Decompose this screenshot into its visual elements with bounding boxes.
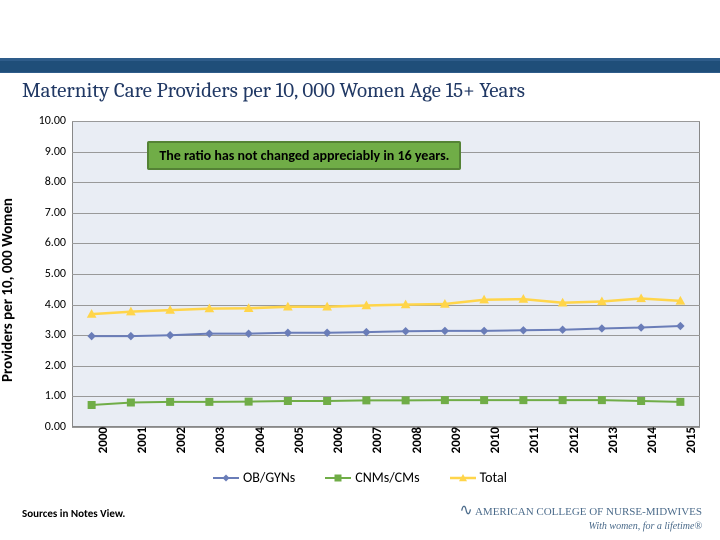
series-marker: [245, 330, 252, 337]
legend-swatch: [325, 471, 351, 485]
title-area: Maternity Care Providers per 10, 000 Wom…: [0, 73, 720, 107]
x-tick: 2005: [288, 427, 307, 453]
x-tick: 2003: [209, 427, 228, 453]
series-marker: [520, 397, 527, 404]
series-line: [92, 298, 681, 314]
page-title: Maternity Care Providers per 10, 000 Wom…: [22, 79, 698, 103]
series-marker: [677, 323, 684, 330]
series-marker: [638, 324, 645, 331]
series-marker: [245, 398, 252, 405]
legend-swatch: [450, 471, 476, 485]
series-marker: [324, 329, 331, 336]
slide-root: Maternity Care Providers per 10, 000 Wom…: [0, 0, 720, 540]
x-tick: 2002: [170, 427, 189, 453]
series-marker: [441, 327, 448, 334]
y-tick: 6.00: [45, 236, 72, 250]
y-tick: 7.00: [45, 206, 72, 220]
series-marker: [206, 398, 213, 405]
y-tick: 1.00: [45, 389, 72, 403]
legend-label: CNMs/CMs: [355, 469, 419, 486]
series-marker: [402, 328, 409, 335]
legend-swatch: [213, 471, 239, 485]
series-marker: [167, 398, 174, 405]
series-marker: [402, 397, 409, 404]
series-marker: [284, 329, 291, 336]
series-marker: [677, 398, 684, 405]
footer-tagline: With women, for a lifetime®: [589, 521, 702, 532]
blue-band: [0, 58, 720, 73]
y-tick: 2.00: [45, 359, 72, 373]
x-tick: 2004: [249, 427, 268, 453]
y-tick: 9.00: [45, 145, 72, 159]
series-marker: [520, 327, 527, 334]
series-marker: [127, 399, 134, 406]
y-tick: 0.00: [45, 420, 72, 434]
legend-item: Total: [450, 469, 507, 486]
series-marker: [324, 397, 331, 404]
legend-item: OB/GYNs: [213, 469, 295, 486]
x-tick: 2010: [484, 427, 503, 453]
x-tick: 2001: [131, 427, 150, 453]
series-marker: [284, 397, 291, 404]
y-tick: 5.00: [45, 267, 72, 281]
series-marker: [88, 401, 95, 408]
legend-label: OB/GYNs: [243, 469, 295, 486]
footer-org: ∿ AMERICAN COLLEGE OF NURSE-MIDWIVES: [459, 500, 702, 520]
footer-source: Sources in Notes View.: [22, 507, 125, 520]
legend: OB/GYNs CNMs/CMs Total: [0, 469, 720, 486]
chart: Providers per 10, 000 Women The ratio ha…: [10, 115, 710, 465]
x-tick: 2015: [680, 427, 699, 453]
x-tick: 2009: [445, 427, 464, 453]
x-tick: 2008: [406, 427, 425, 453]
series-marker: [598, 397, 605, 404]
series-marker: [441, 397, 448, 404]
x-tick: 2011: [523, 427, 542, 453]
legend-label: Total: [480, 469, 507, 486]
x-tick: 2013: [602, 427, 621, 453]
callout-text: The ratio has not changed appreciably in…: [159, 147, 449, 164]
series-marker: [559, 397, 566, 404]
series-marker: [481, 397, 488, 404]
y-axis-label: Providers per 10, 000 Women: [0, 198, 17, 382]
footer: Sources in Notes View. ∿ AMERICAN COLLEG…: [0, 498, 720, 540]
x-tick: 2007: [366, 427, 385, 453]
series-marker: [127, 333, 134, 340]
series-marker: [167, 332, 174, 339]
x-tick: 2014: [641, 427, 660, 453]
series-line: [92, 326, 681, 336]
x-tick: 2006: [327, 427, 346, 453]
series-line: [92, 400, 681, 405]
y-tick: 4.00: [45, 298, 72, 312]
y-tick: 8.00: [45, 175, 72, 189]
x-tick: 2012: [563, 427, 582, 453]
series-marker: [559, 326, 566, 333]
callout-box: The ratio has not changed appreciably in…: [147, 141, 461, 170]
x-tick: 2000: [92, 427, 111, 453]
plot-area: The ratio has not changed appreciably in…: [72, 121, 700, 427]
series-marker: [363, 397, 370, 404]
y-tick: 10.00: [39, 114, 72, 128]
series-marker: [481, 327, 488, 334]
series-marker: [88, 333, 95, 340]
series-marker: [638, 397, 645, 404]
series-marker: [206, 330, 213, 337]
legend-item: CNMs/CMs: [325, 469, 419, 486]
series-marker: [598, 325, 605, 332]
top-whitespace: [0, 0, 720, 58]
y-tick: 3.00: [45, 328, 72, 342]
series-marker: [363, 329, 370, 336]
